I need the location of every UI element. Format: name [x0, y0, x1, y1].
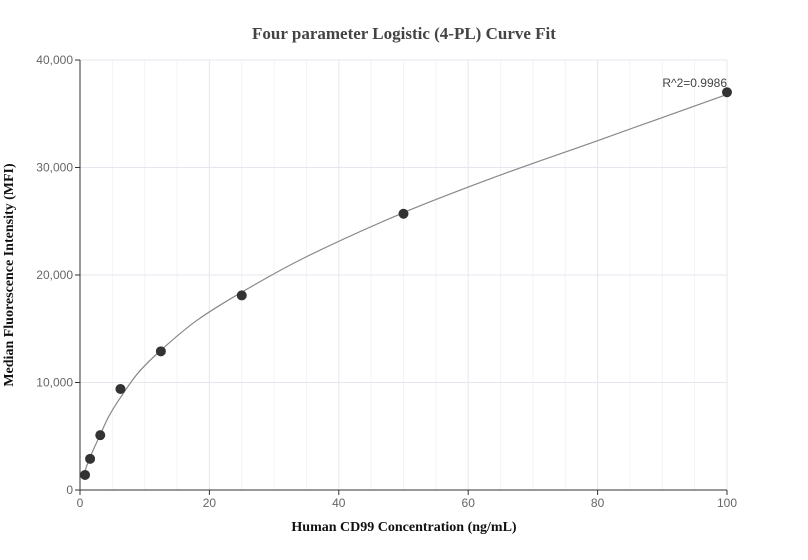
- data-point: [95, 430, 106, 441]
- data-point: [236, 290, 247, 301]
- y-tick-label: 0: [66, 483, 73, 497]
- x-tick-label: 60: [462, 496, 476, 510]
- x-tick-label: 100: [717, 496, 737, 510]
- x-tick-label: 20: [203, 496, 217, 510]
- chart-title: Four parameter Logistic (4-PL) Curve Fit: [252, 24, 556, 43]
- x-tick-label: 80: [591, 496, 605, 510]
- data-point: [115, 383, 126, 394]
- data-point: [398, 208, 409, 219]
- grid: [80, 59, 728, 490]
- data-point: [85, 453, 96, 464]
- x-tick-label: 0: [77, 496, 84, 510]
- y-tick-label: 30,000: [36, 161, 73, 175]
- data-point: [722, 87, 732, 98]
- data-point: [155, 346, 166, 357]
- x-axis-ticks: 0 20 40 60 80 100: [77, 490, 737, 510]
- fit-curve: [84, 93, 728, 471]
- x-tick-label: 40: [332, 496, 346, 510]
- y-axis-ticks: 0 10,000 20,000 30,000 40,000: [36, 53, 80, 497]
- y-tick-label: 10,000: [36, 376, 73, 390]
- r-squared-annotation: R^2=0.9986: [662, 76, 727, 90]
- y-axis-label: Median Fluorescence Intensity (MFI): [2, 163, 17, 387]
- y-tick-label: 40,000: [36, 53, 73, 67]
- data-points: [80, 87, 732, 480]
- x-axis-label: Human CD99 Concentration (ng/mL): [291, 520, 517, 535]
- data-point: [80, 469, 91, 480]
- y-tick-label: 20,000: [36, 268, 73, 282]
